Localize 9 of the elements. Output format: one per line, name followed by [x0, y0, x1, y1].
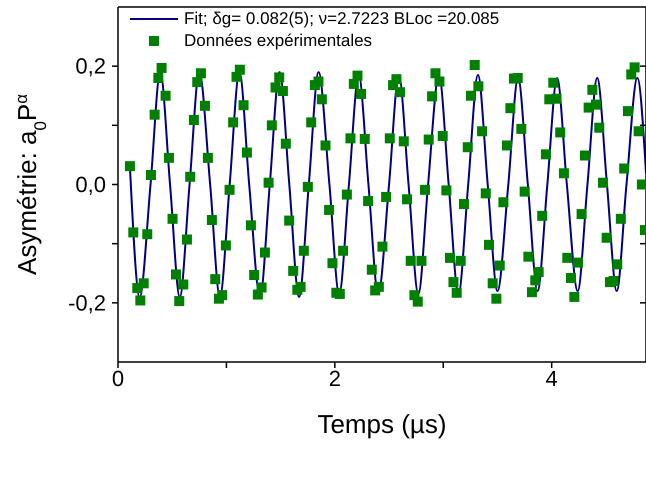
y-tick-label: 0,0 — [75, 172, 106, 197]
x-tick-label: 4 — [546, 366, 558, 391]
legend-label: Fit; δg= 0.082(5); ν=2.7223 BLoc =20.085 — [184, 9, 500, 29]
legend-label: Données expérimentales — [184, 31, 372, 51]
x-axis-title: Temps (µs) — [317, 409, 447, 439]
x-tick-label: 2 — [328, 366, 341, 391]
y-tick-label: 0,2 — [75, 54, 106, 79]
y-tick-label: -0,2 — [68, 290, 106, 316]
x-tick-label: 0 — [112, 366, 124, 391]
